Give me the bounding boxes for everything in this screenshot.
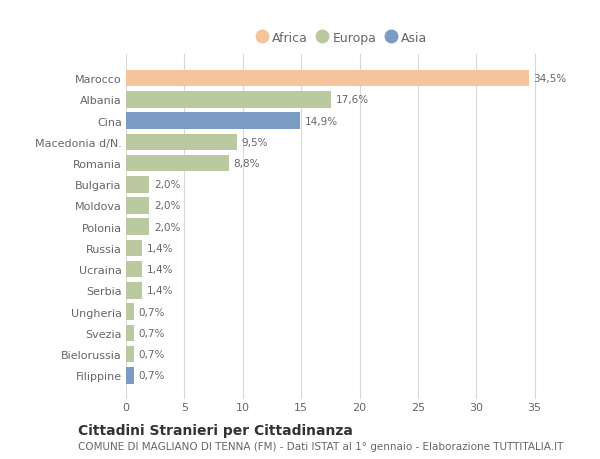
Text: Cittadini Stranieri per Cittadinanza: Cittadini Stranieri per Cittadinanza bbox=[78, 423, 353, 437]
Text: 2,0%: 2,0% bbox=[154, 222, 181, 232]
Bar bbox=[126, 304, 134, 320]
Text: 14,9%: 14,9% bbox=[305, 116, 338, 126]
Legend: Africa, Europa, Asia: Africa, Europa, Asia bbox=[251, 27, 433, 50]
Text: 2,0%: 2,0% bbox=[154, 201, 181, 211]
Text: 2,0%: 2,0% bbox=[154, 180, 181, 190]
Bar bbox=[126, 113, 300, 129]
Bar bbox=[126, 156, 229, 172]
Text: 0,7%: 0,7% bbox=[139, 349, 165, 359]
Bar bbox=[126, 71, 529, 87]
Text: 1,4%: 1,4% bbox=[147, 286, 173, 296]
Text: 9,5%: 9,5% bbox=[242, 138, 268, 147]
Bar bbox=[126, 198, 149, 214]
Bar bbox=[126, 325, 134, 341]
Bar bbox=[126, 282, 142, 299]
Text: 1,4%: 1,4% bbox=[147, 264, 173, 274]
Text: 17,6%: 17,6% bbox=[336, 95, 369, 105]
Text: 0,7%: 0,7% bbox=[139, 307, 165, 317]
Text: 0,7%: 0,7% bbox=[139, 370, 165, 381]
Bar bbox=[126, 134, 237, 151]
Text: 34,5%: 34,5% bbox=[533, 74, 566, 84]
Text: 8,8%: 8,8% bbox=[233, 159, 260, 168]
Bar bbox=[126, 177, 149, 193]
Bar bbox=[126, 346, 134, 363]
Bar bbox=[126, 261, 142, 278]
Text: COMUNE DI MAGLIANO DI TENNA (FM) - Dati ISTAT al 1° gennaio - Elaborazione TUTTI: COMUNE DI MAGLIANO DI TENNA (FM) - Dati … bbox=[78, 441, 563, 451]
Bar bbox=[126, 92, 331, 108]
Bar bbox=[126, 367, 134, 384]
Text: 0,7%: 0,7% bbox=[139, 328, 165, 338]
Text: 1,4%: 1,4% bbox=[147, 243, 173, 253]
Bar bbox=[126, 240, 142, 257]
Bar bbox=[126, 219, 149, 235]
